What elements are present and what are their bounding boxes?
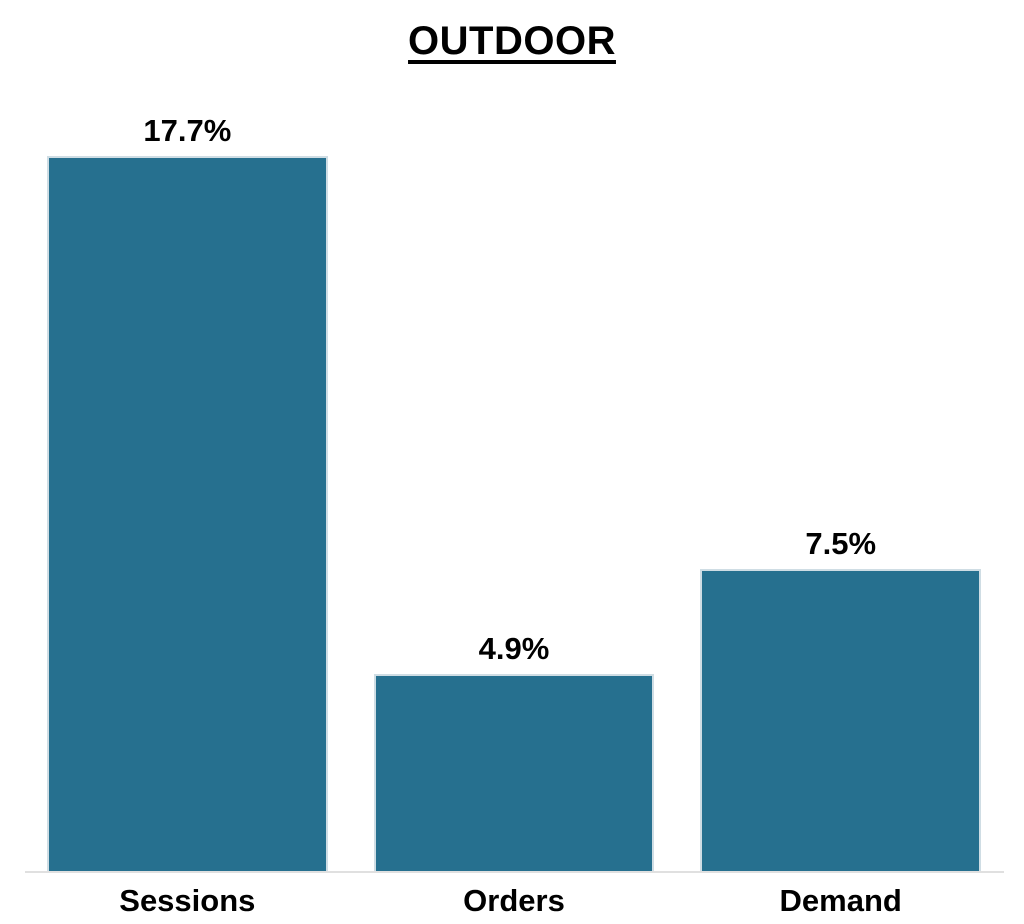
bar-sessions xyxy=(47,156,328,872)
plot-area: 17.7% 4.9% 7.5% xyxy=(47,115,982,872)
x-axis-label-demand: Demand xyxy=(779,883,902,918)
bar-group-orders: 4.9% xyxy=(373,630,655,872)
bar-orders xyxy=(373,673,655,872)
x-axis-line xyxy=(25,871,1004,873)
bar-group-demand: 7.5% xyxy=(700,525,982,872)
bar-demand xyxy=(700,568,982,872)
x-axis-label-sessions: Sessions xyxy=(119,883,256,918)
x-axis-label-orders: Orders xyxy=(463,883,565,918)
bar-value-label: 17.7% xyxy=(143,113,232,148)
bar-value-label: 4.9% xyxy=(478,630,550,666)
bar-group-sessions: 17.7% xyxy=(47,115,328,872)
x-axis-labels: Sessions Orders Demand xyxy=(47,883,981,918)
bar-value-label: 7.5% xyxy=(805,525,877,561)
chart-title: OUTDOOR xyxy=(408,19,616,63)
